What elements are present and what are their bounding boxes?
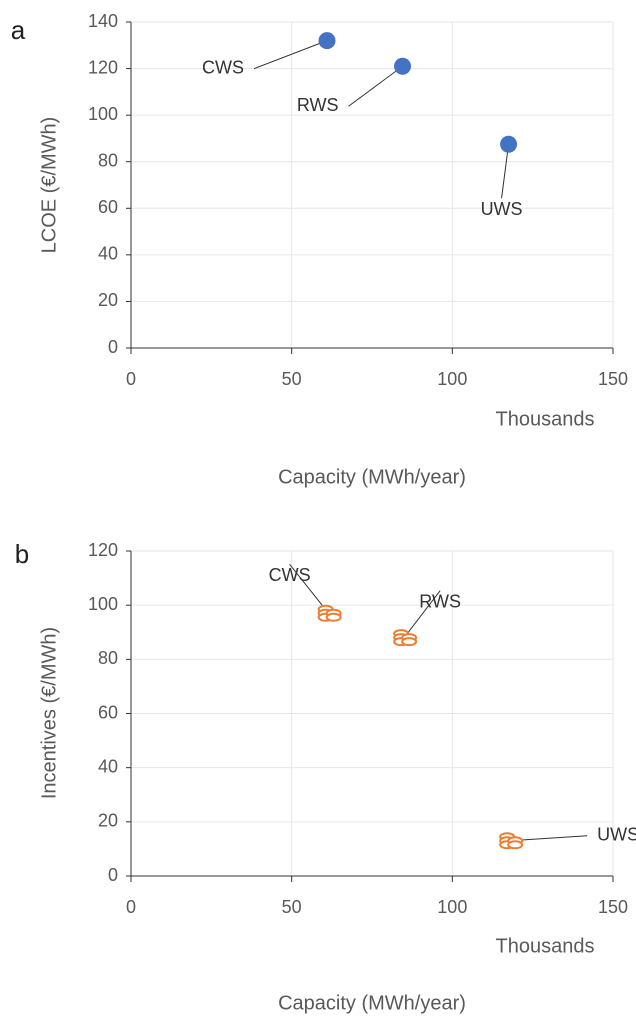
point xyxy=(393,629,418,647)
y-tick-label: 20 xyxy=(98,290,118,310)
x-tick-label: 50 xyxy=(282,897,302,917)
point xyxy=(499,832,524,850)
x-tick-label: 50 xyxy=(282,369,302,389)
point xyxy=(394,57,412,75)
x-tick-label: 100 xyxy=(437,369,467,389)
x-tick-label: 0 xyxy=(126,369,136,389)
y-tick-label: 0 xyxy=(108,337,118,357)
panel-label: b xyxy=(15,539,29,569)
y-tick-label: 40 xyxy=(98,244,118,264)
y-tick-label: 60 xyxy=(98,197,118,217)
coin xyxy=(507,840,524,850)
y-tick-label: 40 xyxy=(98,756,118,776)
leader-line xyxy=(403,590,441,638)
x-axis-title: Capacity (MWh/year) xyxy=(278,992,466,1014)
point-label: RWS xyxy=(419,591,461,611)
leader-line xyxy=(253,40,328,70)
coin xyxy=(401,637,418,647)
point-marker xyxy=(500,135,518,153)
x-display-unit: Thousands xyxy=(496,408,595,430)
point-label: CWS xyxy=(269,565,311,585)
y-tick-label: 60 xyxy=(98,702,118,722)
point-marker xyxy=(318,32,336,50)
y-tick-label: 80 xyxy=(98,648,118,668)
y-tick-label: 100 xyxy=(88,594,118,614)
y-tick-label: 140 xyxy=(88,11,118,31)
x-axis-title: Capacity (MWh/year) xyxy=(278,466,466,488)
y-axis-title: LCOE (€/MWh) xyxy=(38,117,60,254)
y-axis-title: Incentives (€/MWh) xyxy=(38,627,60,799)
leader-line xyxy=(501,144,510,199)
y-tick-label: 120 xyxy=(88,540,118,560)
leader-line xyxy=(289,563,330,614)
x-tick-label: 100 xyxy=(437,897,467,917)
y-tick-label: 80 xyxy=(98,150,118,170)
panel-label: a xyxy=(11,15,26,45)
x-tick-label: 150 xyxy=(598,897,628,917)
y-tick-label: 100 xyxy=(88,104,118,124)
x-display-unit: Thousands xyxy=(496,935,595,957)
y-tick-label: 20 xyxy=(98,811,118,831)
point-label: CWS xyxy=(202,57,244,77)
coin xyxy=(325,612,342,622)
point-label: UWS xyxy=(481,199,523,219)
point xyxy=(317,604,342,622)
leader-line xyxy=(348,65,403,107)
x-tick-label: 0 xyxy=(126,897,136,917)
x-tick-label: 150 xyxy=(598,369,628,389)
y-tick-label: 120 xyxy=(88,57,118,77)
point-label: RWS xyxy=(297,95,339,115)
point xyxy=(318,32,336,50)
point-label: UWS xyxy=(597,825,636,845)
point xyxy=(500,135,518,153)
y-tick-label: 0 xyxy=(108,865,118,885)
point-marker xyxy=(394,57,412,75)
